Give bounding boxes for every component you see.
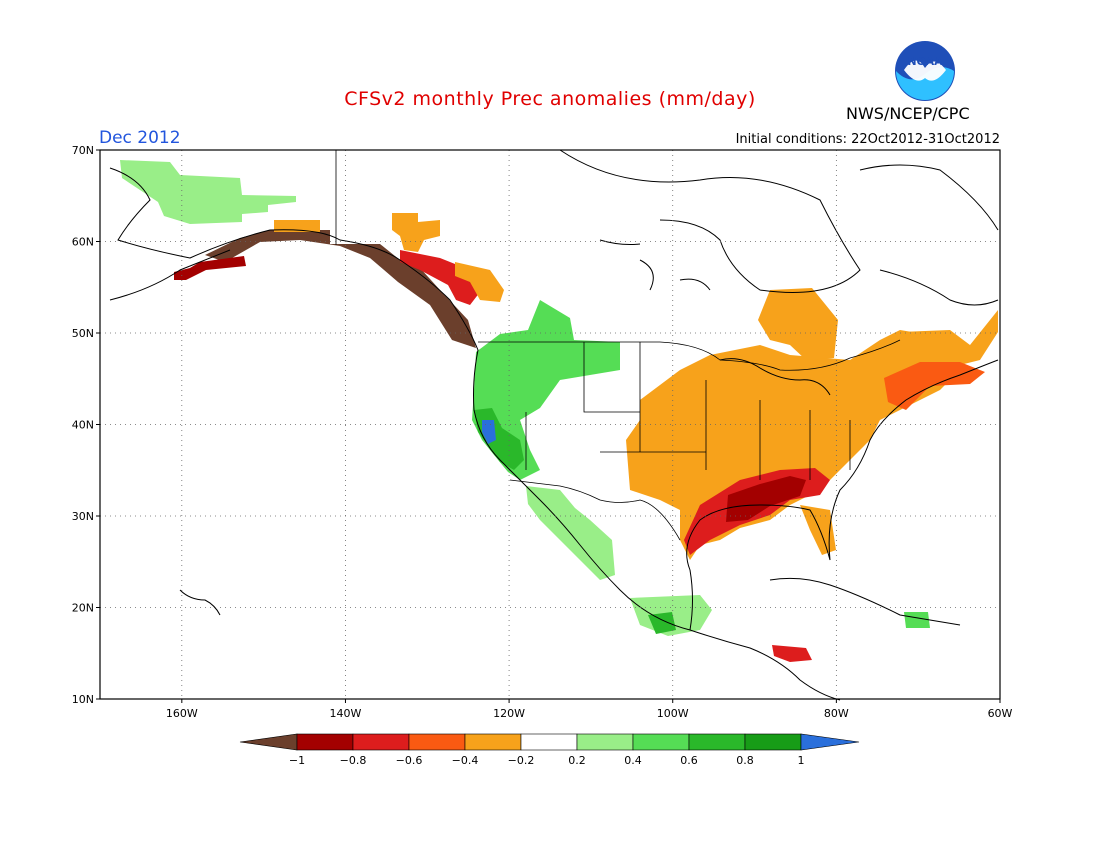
- lon-labels: 160W 140W 120W 100W 80W 60W: [166, 699, 1013, 720]
- colorbar-segment: [744, 733, 802, 751]
- lon-label: 60W: [988, 707, 1013, 720]
- florida-dry: [800, 505, 836, 555]
- colorbar-label: 0.2: [568, 754, 586, 767]
- colorbar-label: −1: [289, 754, 305, 767]
- central-us-dry: [626, 330, 960, 560]
- noaa-logo: NOAA: [894, 40, 956, 102]
- lon-label: 140W: [330, 707, 362, 720]
- colorbar-label: 0.6: [680, 754, 698, 767]
- graticule: [100, 150, 1000, 699]
- lat-label: 20N: [72, 602, 94, 615]
- colorbar-segment: [408, 733, 466, 751]
- lat-label: 60N: [72, 236, 94, 249]
- colorbar-segment: [352, 733, 410, 751]
- colorbar-label: −0.4: [452, 754, 479, 767]
- central-america-red: [772, 645, 812, 662]
- colorbar-label: 1: [798, 754, 805, 767]
- lon-label: 100W: [657, 707, 689, 720]
- colorbar-segment: [520, 733, 578, 751]
- colorbar-label: 0.8: [736, 754, 754, 767]
- lat-label: 70N: [72, 144, 94, 157]
- canada-east-dry: [758, 288, 838, 360]
- lon-label: 120W: [493, 707, 525, 720]
- colorbar-segment: [632, 733, 690, 751]
- caribbean-wet: [904, 612, 930, 628]
- colorbar-segment: [296, 733, 354, 751]
- mexico-south-wet-dark: [648, 612, 676, 634]
- logo-text: NOAA: [907, 55, 943, 68]
- color-bar-labels: −1 −0.8 −0.6 −0.4 −0.2 0.2 0.4 0.6 0.8 1: [289, 754, 805, 767]
- coastlines: [109, 149, 999, 701]
- agency-label: NWS/NCEP/CPC: [846, 104, 970, 123]
- southeast-dark-red: [726, 476, 806, 522]
- colorbar-label: −0.8: [340, 754, 367, 767]
- colorbar-label: −0.2: [508, 754, 535, 767]
- colorbar-arrow-low: [239, 733, 298, 751]
- colorbar-arrow-high: [800, 733, 860, 751]
- yukon-orange: [274, 220, 320, 232]
- lat-label: 40N: [72, 419, 94, 432]
- bc-coast-red: [400, 250, 480, 305]
- lon-label: 160W: [166, 707, 198, 720]
- alaska-coast-dry: [205, 230, 476, 348]
- colorbar-segment: [576, 733, 634, 751]
- colorbar-segment: [464, 733, 522, 751]
- forecast-month: Dec 2012: [99, 128, 181, 148]
- lat-label: 30N: [72, 510, 94, 523]
- colorbar-segment: [688, 733, 746, 751]
- alaska-wet-region: [120, 160, 296, 224]
- colorbar-label: 0.4: [624, 754, 642, 767]
- bc-inland-orange-2: [455, 262, 504, 302]
- colorbar-label: −0.6: [396, 754, 423, 767]
- california-blue: [482, 420, 496, 444]
- political-borders: [335, 150, 901, 541]
- color-bar: [239, 733, 860, 751]
- bc-inland-orange: [392, 213, 440, 252]
- lon-label: 80W: [824, 707, 849, 720]
- initial-conditions: Initial conditions: 22Oct2012-31Oct2012: [735, 132, 1000, 147]
- quebec-dry: [900, 310, 998, 370]
- chart-title: CFSv2 monthly Prec anomalies (mm/day): [344, 88, 756, 110]
- lat-label: 10N: [72, 693, 94, 706]
- lat-label: 50N: [72, 327, 94, 340]
- lat-labels: 10N 20N 30N 40N 50N 60N 70N: [72, 144, 100, 706]
- alaska-coast-red: [174, 256, 246, 280]
